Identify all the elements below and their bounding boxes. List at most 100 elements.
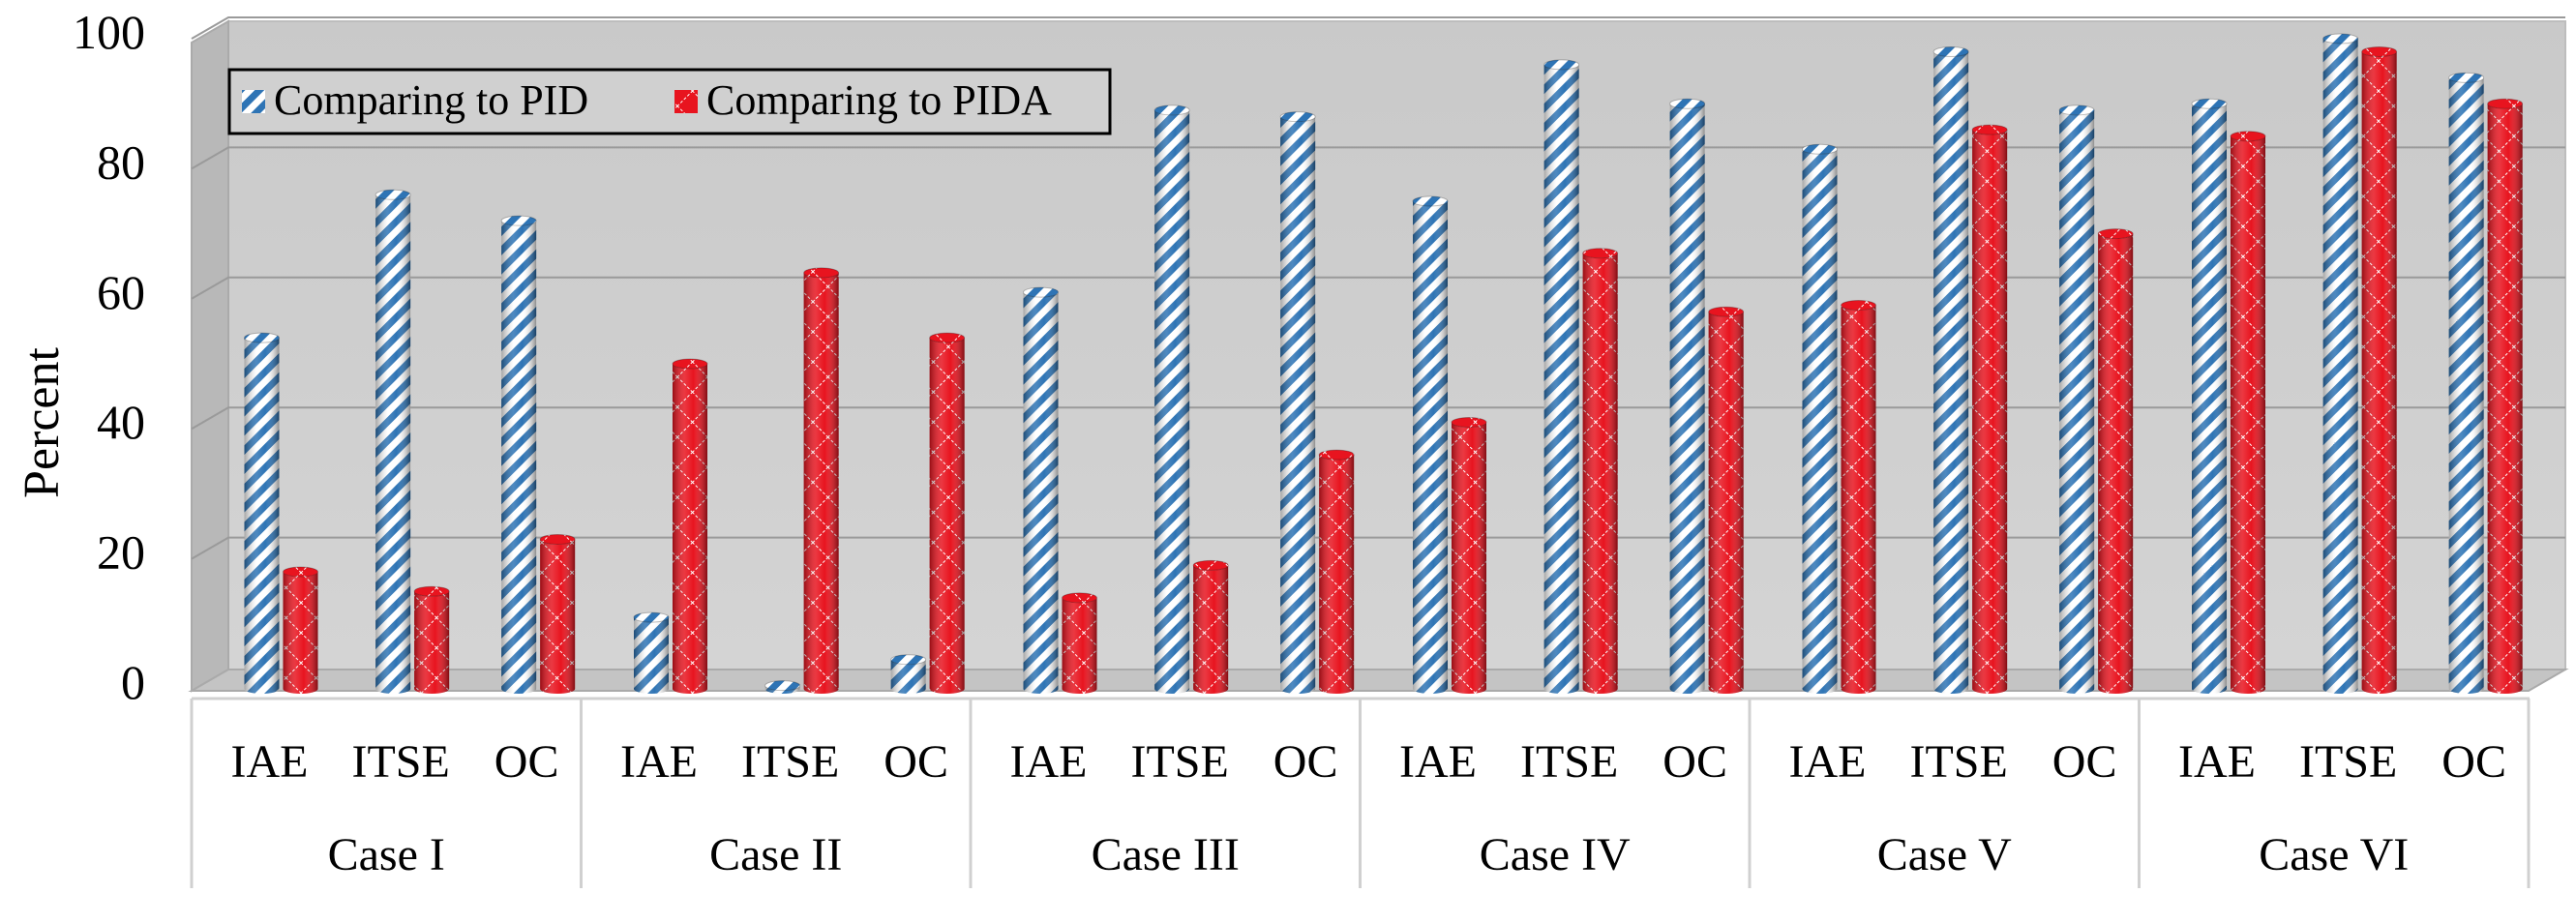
bar-top bbox=[2361, 45, 2398, 57]
legend-swatch-pida bbox=[674, 90, 698, 113]
bar-shading bbox=[2448, 77, 2484, 695]
bar-pid bbox=[374, 189, 411, 695]
bar-shading bbox=[2322, 39, 2358, 695]
x-group-label: Case VI bbox=[2259, 829, 2409, 880]
bar-pida bbox=[1582, 248, 1619, 695]
bar-shading bbox=[1841, 305, 1876, 695]
y-axis-label: Percent bbox=[15, 346, 70, 497]
bar-shading bbox=[2059, 109, 2095, 695]
x-category-label: ITSE bbox=[351, 736, 449, 788]
x-category-label: OC bbox=[2052, 736, 2117, 788]
bar-top bbox=[1841, 300, 1876, 312]
y-tick-label: 80 bbox=[97, 134, 145, 189]
bar-pid bbox=[2191, 98, 2228, 694]
bar-top bbox=[1451, 416, 1487, 428]
bar-top bbox=[374, 189, 411, 200]
x-category-label: IAE bbox=[1789, 736, 1867, 788]
bar-shading bbox=[1413, 201, 1448, 694]
bar-shading bbox=[764, 685, 800, 695]
bar-top bbox=[413, 585, 450, 597]
bar-pida bbox=[2230, 131, 2266, 695]
bar-top bbox=[2191, 98, 2228, 109]
bar-shading bbox=[244, 338, 280, 695]
bar-shading bbox=[634, 617, 669, 694]
y-tick-label: 20 bbox=[97, 525, 145, 580]
bar-shading bbox=[1582, 253, 1618, 695]
bar-shading bbox=[673, 364, 707, 694]
y-tick-label: 40 bbox=[97, 395, 145, 449]
bar-top bbox=[2322, 33, 2359, 45]
bar-pida bbox=[1062, 592, 1097, 695]
bar-pid bbox=[1023, 286, 1059, 695]
bar-top bbox=[1412, 195, 1449, 207]
x-category-label: IAE bbox=[231, 736, 309, 788]
bar-pida bbox=[1318, 449, 1355, 695]
bar-shading bbox=[1154, 109, 1190, 695]
x-category-label: ITSE bbox=[1520, 736, 1618, 788]
bar-top bbox=[633, 611, 670, 623]
legend-swatch-pid bbox=[242, 90, 265, 113]
bar-shading bbox=[1062, 597, 1097, 695]
bar-top bbox=[1971, 124, 2008, 135]
x-category-label: OC bbox=[884, 736, 948, 788]
bar-pida bbox=[803, 267, 840, 695]
bar-shading bbox=[890, 659, 926, 695]
bar-pida bbox=[1451, 416, 1487, 694]
bars bbox=[244, 33, 2524, 695]
x-category-label: IAE bbox=[1399, 736, 1477, 788]
bar-top bbox=[929, 332, 966, 343]
x-category-label: ITSE bbox=[741, 736, 839, 788]
bar-shading bbox=[2231, 135, 2265, 695]
bar-top bbox=[1279, 111, 1316, 123]
y-tick-label: 100 bbox=[73, 5, 145, 59]
bar-pida bbox=[283, 566, 318, 695]
bar-pid bbox=[1153, 104, 1190, 695]
bar-pid bbox=[1412, 195, 1449, 694]
y-tick-label: 60 bbox=[97, 265, 145, 319]
bar-pida bbox=[929, 332, 966, 695]
gridline bbox=[191, 406, 2565, 431]
bar-pid bbox=[633, 611, 670, 694]
bar-shading bbox=[2098, 233, 2134, 695]
bar-shading bbox=[540, 539, 576, 695]
x-group-label: Case IV bbox=[1480, 829, 1631, 880]
bar-top bbox=[1932, 45, 1969, 57]
bar-top bbox=[890, 654, 927, 666]
bar-shading bbox=[2361, 51, 2397, 695]
x-category-label: OC bbox=[1662, 736, 1727, 788]
bar-pida bbox=[1708, 306, 1745, 695]
bar-top bbox=[1582, 248, 1619, 259]
bar-pid bbox=[1279, 111, 1316, 695]
bar-top bbox=[2058, 104, 2095, 116]
x-category-label: OC bbox=[494, 736, 559, 788]
y-axis-ticks: 0 20 40 60 80 100 bbox=[73, 5, 145, 709]
x-category-label: OC bbox=[2441, 736, 2506, 788]
bar-top bbox=[1192, 559, 1229, 571]
y-tick-label: 0 bbox=[121, 655, 145, 709]
bar-shading bbox=[2192, 104, 2227, 694]
bar-shading bbox=[1669, 104, 1705, 695]
side-wall bbox=[191, 19, 229, 693]
bar-shading bbox=[1193, 565, 1229, 695]
bar-pid bbox=[2058, 104, 2095, 695]
x-category-label: OC bbox=[1273, 736, 1338, 788]
bar-pid bbox=[764, 680, 801, 695]
x-group-label: Case III bbox=[1092, 829, 1240, 880]
bar-top bbox=[283, 566, 318, 578]
x-category-label: IAE bbox=[2178, 736, 2256, 788]
bar-top bbox=[1669, 98, 1706, 109]
gridline bbox=[191, 16, 2565, 40]
bar-shading bbox=[375, 194, 411, 695]
gridlines bbox=[191, 16, 2565, 560]
bar-shading bbox=[1543, 64, 1579, 695]
bar-shading bbox=[501, 221, 537, 695]
bar-shading bbox=[1280, 116, 1316, 695]
bar-pid bbox=[1543, 59, 1580, 695]
bar-top bbox=[1318, 449, 1355, 461]
bar-pid bbox=[2322, 33, 2359, 695]
bar-top bbox=[672, 358, 708, 370]
bar-pida bbox=[1971, 124, 2008, 694]
gridline bbox=[191, 536, 2565, 560]
